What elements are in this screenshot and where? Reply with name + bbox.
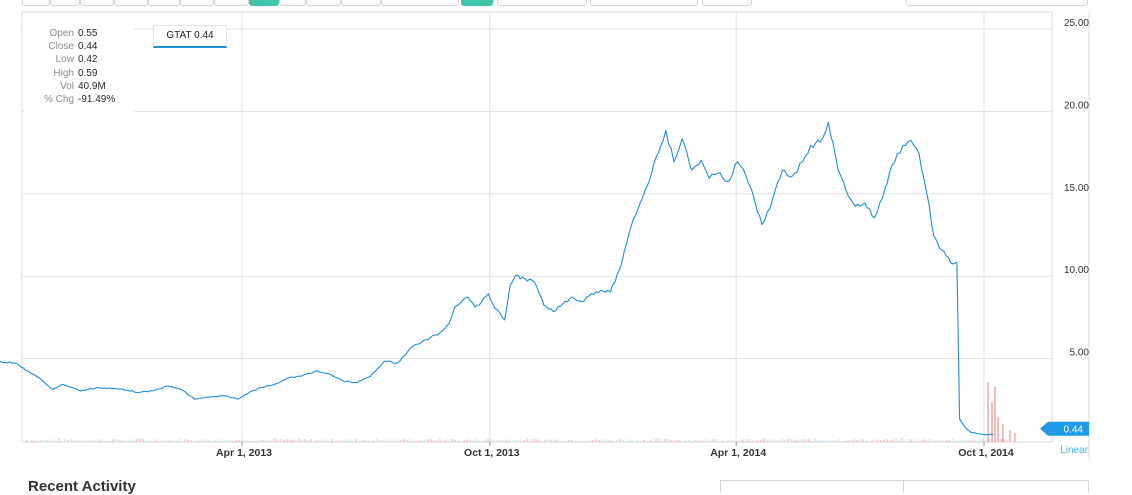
plot-frame: [21, 11, 1053, 443]
toolbar-button[interactable]: [148, 0, 180, 6]
y-tick-label: 25.00: [1064, 18, 1089, 29]
ohlc-label: Low: [55, 54, 74, 66]
y-tick-label: 15.00: [1064, 183, 1089, 194]
ohlc-close-row: Close 0.44: [24, 40, 134, 53]
ohlc-vol-row: Vol 40.9M: [24, 80, 134, 93]
ohlc-label: High: [53, 67, 74, 79]
price-chart: 5.00 10.00 15.00 20.00 25.00 Apr 1, 2013 Oct 1…: [0, 11, 1090, 460]
toolbar-button[interactable]: [381, 0, 459, 6]
ohlc-value: 0.55: [78, 28, 98, 39]
toolbar-button[interactable]: [461, 0, 493, 6]
y-tick-label: 5.00: [1070, 348, 1090, 359]
toolbar-button[interactable]: [80, 0, 114, 6]
last-price-label: 0.44: [1064, 425, 1084, 436]
toolbar-button[interactable]: [702, 0, 752, 6]
chart-toolbar: [0, 0, 1132, 12]
toolbar-button[interactable]: [306, 0, 341, 6]
toolbar-button[interactable]: [50, 0, 80, 6]
x-tick-label: Oct 1, 2013: [464, 447, 520, 459]
section-title: Recent Activity: [28, 478, 136, 495]
scale-toggle[interactable]: Linear: [1060, 445, 1088, 456]
toolbar-button[interactable]: [906, 0, 1088, 6]
toolbar-button[interactable]: [114, 0, 148, 6]
ohlc-label: % Chg: [43, 94, 74, 106]
toolbar-button[interactable]: [590, 0, 698, 6]
toolbar-button[interactable]: [180, 0, 214, 6]
ohlc-label: Vol: [60, 80, 74, 92]
y-tick-label: 20.00: [1064, 100, 1089, 111]
ohlc-value: -91.49%: [78, 94, 116, 106]
toolbar-button[interactable]: [279, 0, 306, 6]
ohlc-label: Open: [49, 28, 74, 39]
x-tick-label: Oct 1, 2014: [958, 447, 1014, 459]
ohlc-value: 0.42: [78, 54, 98, 66]
x-tick-label: Apr 1, 2014: [710, 447, 766, 459]
ohlc-value: 40.9M: [78, 80, 106, 92]
toolbar-button[interactable]: [214, 0, 249, 6]
toolbar-button[interactable]: [497, 0, 587, 6]
ohlc-label: Close: [48, 41, 74, 53]
y-tick-label: 10.00: [1064, 265, 1089, 276]
toolbar-button[interactable]: [22, 0, 50, 6]
ohlc-panel: Open 0.55 Close 0.44 Low 0.42 High 0.59 Vol 4…: [24, 27, 134, 117]
price-line: [0, 121, 994, 436]
ohlc-low-row: Low 0.42: [24, 53, 134, 66]
toolbar-button[interactable]: [249, 0, 279, 6]
ohlc-high-row: High 0.59: [24, 67, 134, 80]
ohlc-open-row: Open 0.55: [24, 27, 134, 40]
series-legend[interactable]: GTAT 0.44: [153, 25, 227, 48]
bottom-tabs[interactable]: [720, 480, 1089, 493]
ohlc-value: 0.44: [78, 41, 98, 53]
x-tick-label: Apr 1, 2013: [216, 447, 272, 459]
ohlc-pctchg-row: % Chg -91.49%: [24, 93, 134, 106]
last-price-tag: [1040, 421, 1089, 436]
toolbar-button[interactable]: [341, 0, 381, 6]
ohlc-value: 0.59: [78, 67, 98, 79]
